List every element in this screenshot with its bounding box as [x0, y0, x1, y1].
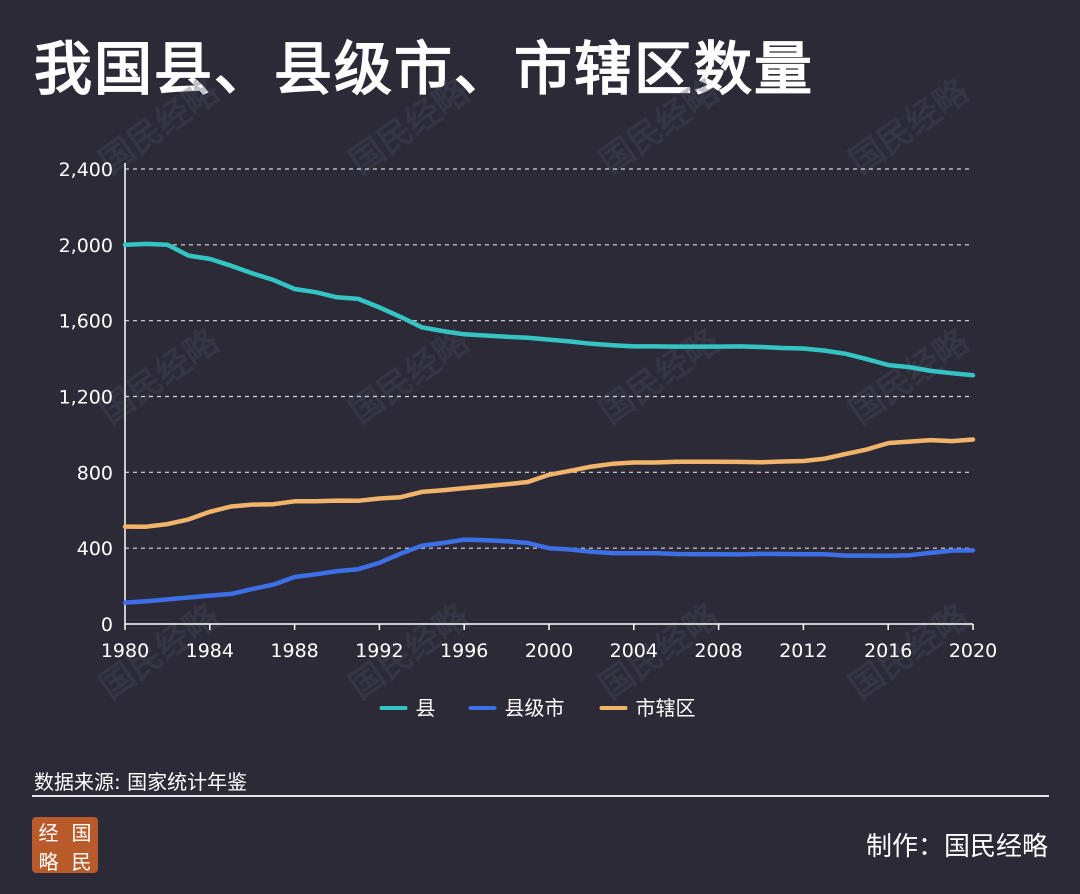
- y-tick-label: 1,200: [59, 387, 113, 409]
- logo-char: 略: [38, 850, 59, 874]
- x-tick-label: 2012: [779, 640, 827, 662]
- y-tick-label: 2,000: [59, 235, 113, 257]
- watermark-text: 国民经略: [92, 321, 227, 432]
- y-tick-label: 800: [77, 462, 113, 484]
- y-tick-label: 2,400: [59, 159, 113, 181]
- y-tick-label: 1,600: [59, 311, 113, 333]
- y-tick-label: 0: [101, 614, 113, 636]
- x-tick-label: 1992: [355, 640, 403, 662]
- data-source-note: 数据来源: 国家统计年鉴: [34, 770, 248, 794]
- watermark-text: 国民经略: [592, 71, 727, 182]
- y-tick-label: 400: [77, 538, 113, 560]
- legend: 县 县级市 市辖区: [379, 696, 696, 720]
- watermark-text: 国民经略: [342, 321, 477, 432]
- brand-logo: 经 国 略 民: [32, 817, 98, 874]
- footer-divider: [32, 795, 1049, 797]
- chart-title: 我国县、县级市、市辖区数量: [34, 35, 815, 103]
- x-tick-label: 2000: [525, 640, 573, 662]
- x-tick-label: 1980: [101, 640, 149, 662]
- watermark-text: 国民经略: [592, 321, 727, 432]
- series-line-1: [122, 537, 976, 605]
- x-tick-label: 1996: [440, 640, 488, 662]
- x-tick-label: 1984: [186, 640, 234, 662]
- watermark-text: 国民经略: [342, 71, 477, 182]
- author-credit: 制作：国民经略: [865, 832, 1048, 862]
- x-tick-label: 2020: [949, 640, 997, 662]
- x-tick-label: 1988: [270, 640, 318, 662]
- axes: 0 400 800 1,200 1,600 2,000 2,400 1980 1984 1988 1…: [59, 159, 998, 662]
- series-lines: [122, 241, 976, 605]
- grid-lines: [125, 168, 973, 549]
- legend-label: 县: [416, 696, 436, 720]
- watermark-text: 国民经略: [842, 71, 977, 182]
- logo-char: 民: [71, 850, 92, 874]
- x-tick-label: 2004: [610, 640, 658, 662]
- legend-label: 市辖区: [636, 696, 696, 720]
- logo-char: 国: [71, 821, 92, 845]
- series-line-2: [122, 437, 976, 529]
- legend-label: 县级市: [505, 696, 565, 720]
- x-tick-label: 2008: [694, 640, 742, 662]
- logo-char: 经: [38, 821, 59, 845]
- x-tick-label: 2016: [864, 640, 912, 662]
- series-line-0: [122, 241, 976, 378]
- watermark-text: 国民经略: [842, 321, 977, 432]
